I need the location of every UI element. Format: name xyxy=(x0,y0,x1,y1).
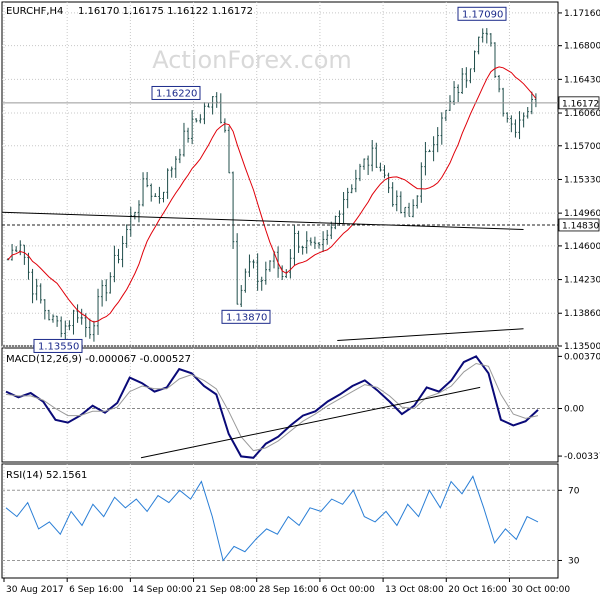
x-tick-label: 6 Sep 16:00 xyxy=(69,585,124,595)
x-tick-label: 30 Oct 00:00 xyxy=(511,585,570,595)
price-annotation-label: 1.13870 xyxy=(226,312,267,323)
price-y-tick-label: 1.13860 xyxy=(564,309,600,319)
macd-y-tick-label: -0.003379 xyxy=(564,452,600,462)
price-y-tick-label: 1.17160 xyxy=(564,9,600,19)
price-annotation-box xyxy=(457,6,507,21)
x-tick-label: 28 Sep 16:00 xyxy=(259,585,319,595)
price-y-tick-label: 1.16060 xyxy=(564,109,600,119)
rsi-line xyxy=(5,475,539,562)
rsi-y-tick-label: 30 xyxy=(568,556,580,566)
macd-trendline xyxy=(140,386,481,459)
price-annotation-box xyxy=(33,338,83,353)
price-y-tick-label: 1.15700 xyxy=(564,142,600,152)
price-level-label: 1.14830 xyxy=(562,221,599,231)
price-y-tick-label: 1.13500 xyxy=(564,342,600,352)
price-y-tick-label: 1.14230 xyxy=(564,276,600,286)
price-annotation-label: 1.13550 xyxy=(38,341,79,352)
price-y-tick-label: 1.16800 xyxy=(564,42,600,52)
price-y-tick-label: 1.14600 xyxy=(564,242,600,252)
macd-line xyxy=(5,355,539,459)
watermark: ActionForex.com xyxy=(152,46,352,74)
moving-average-line xyxy=(7,66,537,323)
x-tick-label: 6 Oct 00:00 xyxy=(322,585,375,595)
price-y-tick-label: 1.15330 xyxy=(564,175,600,185)
price-y-tick-label: 1.14960 xyxy=(564,209,600,219)
x-tick-label: 13 Oct 08:00 xyxy=(385,585,444,595)
rsi-panel xyxy=(1,463,559,579)
rsi-y-tick-label: 70 xyxy=(568,486,580,496)
x-tick-label: 21 Sep 08:00 xyxy=(196,585,256,595)
price-panel xyxy=(1,1,559,347)
price-level-tag xyxy=(558,218,600,232)
macd-y-tick-label: 0.003705 xyxy=(564,352,600,362)
x-tick-label: 14 Sep 00:00 xyxy=(132,585,192,595)
price-header-ohlc: 1.16170 1.16175 1.16122 1.16172 xyxy=(78,6,253,17)
macd-panel xyxy=(1,347,559,463)
price-annotation-label: 1.16220 xyxy=(156,88,197,99)
price-annotation-label: 1.17090 xyxy=(462,9,503,20)
price-y-tick-label: 1.16430 xyxy=(564,75,600,85)
x-tick-label: 20 Oct 16:00 xyxy=(448,585,507,595)
price-trendline xyxy=(337,328,524,342)
price-level-label: 1.16172 xyxy=(562,99,599,109)
macd-title: MACD(12,26,9) -0.000067 -0.000527 xyxy=(6,354,191,365)
signal-line xyxy=(5,362,539,452)
rsi-title: RSI(14) 52.1561 xyxy=(6,470,87,481)
price-header-symbol: EURCHF,H4 xyxy=(6,6,63,17)
price-trendline xyxy=(1,211,524,231)
x-tick-label: 30 Aug 2017 xyxy=(6,585,64,595)
macd-y-tick-label: 0.00 xyxy=(564,405,584,415)
price-annotation-box xyxy=(151,85,201,100)
price-annotation-box xyxy=(221,309,271,324)
price-level-tag xyxy=(558,96,600,110)
